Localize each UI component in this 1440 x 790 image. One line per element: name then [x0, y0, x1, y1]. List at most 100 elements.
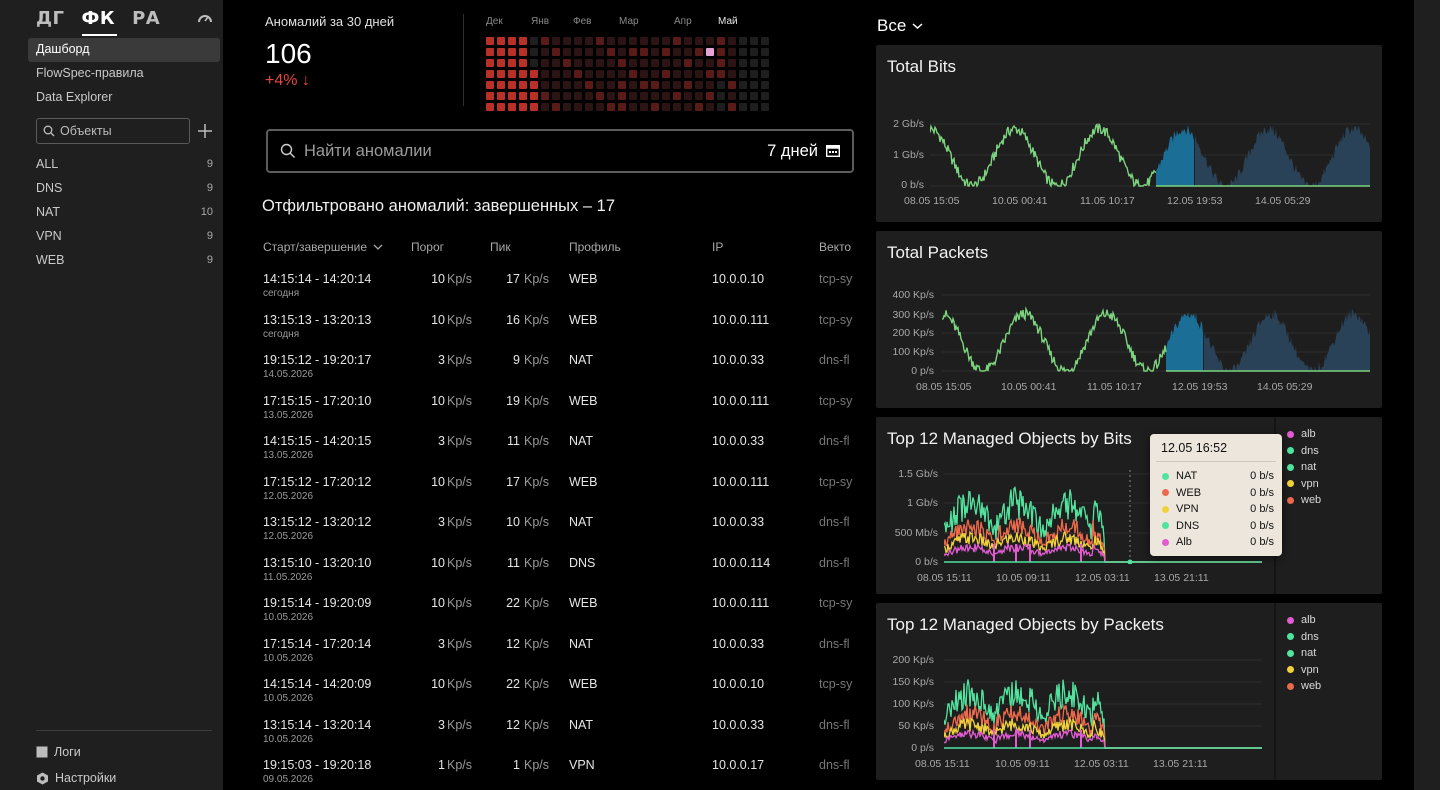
table-row[interactable]: 13:15:12- 13:20:12 12.05.2026 3 Kp/s 10 Kp/s N… [263, 501, 855, 542]
heatmap-cell[interactable] [497, 81, 505, 89]
heatmap-cell[interactable] [530, 37, 538, 45]
heatmap-cell[interactable] [750, 81, 758, 89]
heatmap-cell[interactable] [651, 81, 659, 89]
top-bits-chart[interactable] [944, 470, 1262, 564]
col-ip[interactable]: IP [712, 240, 724, 254]
table-row[interactable]: 17:15:12- 17:20:12 12.05.2026 10 Kp/s 17 Kp/s… [263, 461, 855, 502]
heatmap-cell[interactable] [640, 81, 648, 89]
heatmap-cell[interactable] [673, 92, 681, 100]
heatmap-cell[interactable] [596, 92, 604, 100]
heatmap-cell[interactable] [629, 81, 637, 89]
heatmap-cell[interactable] [695, 103, 703, 111]
heatmap-cell[interactable] [530, 48, 538, 56]
heatmap-cell[interactable] [684, 70, 692, 78]
heatmap-cell[interactable] [629, 70, 637, 78]
heatmap-cell[interactable] [552, 37, 560, 45]
legend-item-nat[interactable]: nat [1276, 459, 1382, 476]
heatmap-cell[interactable] [574, 37, 582, 45]
heatmap-cell[interactable] [574, 70, 582, 78]
heatmap-cell[interactable] [739, 103, 747, 111]
heatmap-cell[interactable] [607, 48, 615, 56]
heatmap-cell[interactable] [519, 70, 527, 78]
heatmap-cell[interactable] [486, 81, 494, 89]
heatmap-cell[interactable] [662, 37, 670, 45]
heatmap-cell[interactable] [563, 37, 571, 45]
legend-item-dns[interactable]: dns [1276, 629, 1382, 646]
heatmap-cell[interactable] [563, 59, 571, 67]
heatmap-cell[interactable] [717, 92, 725, 100]
heatmap-cell[interactable] [574, 103, 582, 111]
ip-address[interactable]: 10.0.0.10 [712, 677, 765, 691]
heatmap-cell[interactable] [739, 37, 747, 45]
col-threshold[interactable]: Порог [411, 240, 445, 254]
nav-item-data-explorer[interactable]: Data Explorer [36, 90, 113, 104]
ip-address[interactable]: 10.0.0.33 [712, 353, 765, 367]
heatmap-cell[interactable] [618, 59, 626, 67]
heatmap-cell[interactable] [640, 37, 648, 45]
col-peak[interactable]: Пик [490, 240, 511, 254]
heatmap-cell[interactable] [640, 92, 648, 100]
heatmap-cell[interactable] [519, 92, 527, 100]
table-row[interactable]: 19:15:14- 19:20:09 10.05.2026 10 Kp/s 22 Kp/s… [263, 582, 855, 623]
heatmap-cell[interactable] [574, 48, 582, 56]
heatmap-cell[interactable] [585, 103, 593, 111]
heatmap-cell[interactable] [508, 81, 516, 89]
ip-address[interactable]: 10.0.0.111 [712, 474, 770, 489]
heatmap-cell[interactable] [497, 92, 505, 100]
table-row[interactable]: 19:15:03- 19:20:18 09.05.2026 1 Kp/s 1 Kp/s VP… [263, 744, 855, 785]
heatmap-cell[interactable] [673, 103, 681, 111]
ip-address[interactable]: 10.0.0.33 [712, 636, 765, 651]
heatmap-cell[interactable] [706, 70, 714, 78]
app-logo-dg[interactable]: ДГ [36, 8, 65, 29]
heatmap-cell[interactable] [607, 81, 615, 89]
heatmap-cell[interactable] [673, 37, 681, 45]
total-packets-chart[interactable] [942, 290, 1372, 374]
object-item-dns[interactable]: DNS 9 [36, 176, 213, 200]
heatmap-cell[interactable] [552, 48, 560, 56]
heatmap-cell[interactable] [574, 92, 582, 100]
heatmap-cell[interactable] [761, 59, 769, 67]
heatmap-cell[interactable] [519, 37, 527, 45]
heatmap-cell[interactable] [673, 48, 681, 56]
heatmap-cell[interactable] [508, 92, 516, 100]
heatmap-cell[interactable] [662, 70, 670, 78]
heatmap-cell[interactable] [596, 70, 604, 78]
table-row[interactable]: 14:15:14- 14:20:14 сегодня 10 Kp/s 17 Kp/s WEB… [263, 258, 855, 299]
heatmap-cell[interactable] [750, 103, 758, 111]
heatmap-cell[interactable] [629, 92, 637, 100]
heatmap-cell[interactable] [530, 70, 538, 78]
heatmap-cell[interactable] [640, 70, 648, 78]
heatmap-cell[interactable] [585, 48, 593, 56]
heatmap-cell[interactable] [618, 37, 626, 45]
object-filter-dropdown[interactable]: Все [877, 16, 923, 36]
heatmap-cell[interactable] [750, 48, 758, 56]
speedometer-icon[interactable] [197, 12, 213, 24]
heatmap-cell[interactable] [728, 37, 736, 45]
heatmap-cell[interactable] [761, 81, 769, 89]
heatmap-cell[interactable] [607, 70, 615, 78]
heatmap-cell[interactable] [508, 37, 516, 45]
heatmap-cell[interactable] [739, 81, 747, 89]
heatmap-cell[interactable] [706, 48, 714, 56]
app-logo-ra[interactable]: РА [132, 8, 161, 29]
heatmap-cell[interactable] [618, 70, 626, 78]
heatmap-cell[interactable] [717, 48, 725, 56]
object-item-all[interactable]: ALL 9 [36, 152, 213, 176]
table-row[interactable]: 13:15:14- 13:20:14 10.05.2026 3 Kp/s 12 Kp/s N… [263, 704, 855, 745]
ip-address[interactable]: 10.0.0.33 [712, 434, 765, 448]
heatmap-cell[interactable] [541, 37, 549, 45]
heatmap-cell[interactable] [684, 103, 692, 111]
heatmap-cell[interactable] [651, 70, 659, 78]
heatmap-cell[interactable] [684, 81, 692, 89]
heatmap-cell[interactable] [541, 59, 549, 67]
heatmap-cell[interactable] [684, 48, 692, 56]
heatmap-cell[interactable] [519, 81, 527, 89]
heatmap-cell[interactable] [618, 81, 626, 89]
table-row[interactable]: 17:15:15- 17:20:10 13.05.2026 10 Kp/s 19 Kp/s… [263, 380, 855, 421]
legend-item-web[interactable]: web [1276, 678, 1382, 695]
heatmap-cell[interactable] [585, 70, 593, 78]
heatmap-cell[interactable] [728, 103, 736, 111]
heatmap-cell[interactable] [519, 48, 527, 56]
table-row[interactable]: 17:15:14- 17:20:14 10.05.2026 3 Kp/s 12 Kp/s N… [263, 623, 855, 664]
add-object-icon[interactable] [196, 119, 214, 143]
